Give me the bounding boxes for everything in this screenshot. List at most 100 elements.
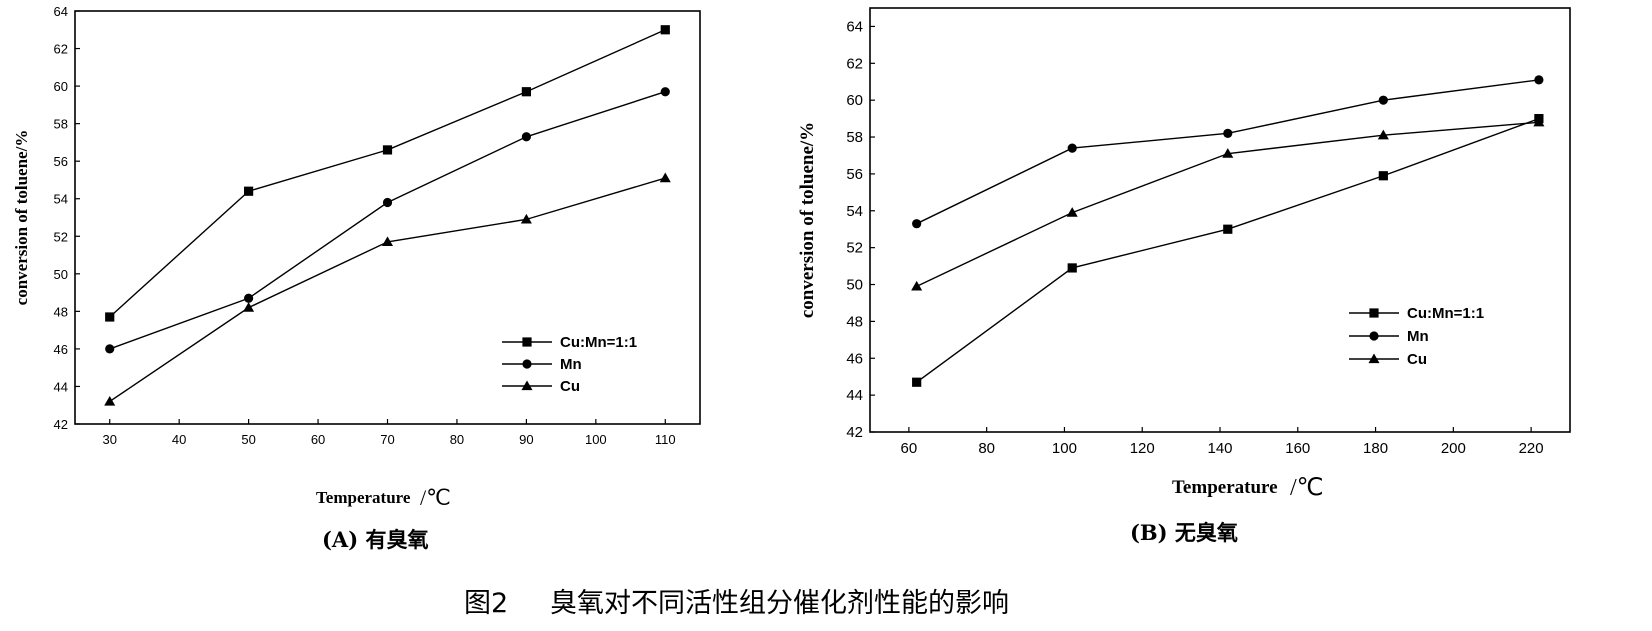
panel-a-x-tick-label: 70 <box>380 432 394 447</box>
panel-b-plot-frame <box>869 7 1571 433</box>
panel-a-y-tick-label: 56 <box>54 154 68 169</box>
figure-caption-text: 臭氧对不同活性组分催化剂性能的影响 <box>550 588 1009 619</box>
panel-a-series-line-square <box>109 29 666 318</box>
panel-b-x-tick-label: 180 <box>1363 440 1388 457</box>
panel-b-legend-label: Cu <box>1407 351 1427 368</box>
panel-a-y-tick-label: 46 <box>54 342 68 357</box>
panel-b-x-tick-label: 80 <box>978 440 995 457</box>
panel-b-series-line-square <box>916 117 1540 383</box>
panel-b-y-tick-label: 48 <box>846 313 863 330</box>
panel-b-y-tick-label: 44 <box>846 387 863 404</box>
panel-a-legend-marker <box>522 359 532 369</box>
panel-a-x-tick-label: 40 <box>172 432 186 447</box>
panel-a-point-circle <box>382 197 393 208</box>
panel-b-y-tick-label: 52 <box>846 240 863 257</box>
panel-a-series-line-circle <box>109 91 666 350</box>
panel-a-series-line-triangle <box>109 177 666 403</box>
panel-a-x-axis-label: Temperature <box>316 488 411 507</box>
panel-b-x-tick-label: 100 <box>1052 440 1077 457</box>
panel-a-x-tick-label: 110 <box>655 432 676 447</box>
panel-a-point-triangle <box>381 236 394 247</box>
panel-b-y-tick-label: 56 <box>846 166 863 183</box>
panel-a-point-circle <box>244 293 254 303</box>
panel-b-point-triangle <box>1533 116 1545 127</box>
panel-a-legend-label: Cu:Mn=1:1 <box>560 334 637 351</box>
panel-b-y-axis-label: conversion of toluene/% <box>797 122 818 318</box>
panel-a-y-tick-label: 54 <box>54 192 68 207</box>
panel-b-legend-label: Mn <box>1407 328 1429 345</box>
panel-b-point-square <box>1378 171 1388 181</box>
panel-a-x-tick-label: 80 <box>450 432 464 447</box>
panel-a-y-axis-label: conversion of toluene/% <box>12 130 31 306</box>
panel-a-point-circle <box>521 132 531 142</box>
panel-b-y-tick-label: 46 <box>846 350 863 367</box>
panel-a-point-square <box>382 145 393 155</box>
panel-a-y-tick-label: 50 <box>54 267 68 282</box>
panel-b-y-tick-label: 58 <box>846 129 863 146</box>
panel-b-label: (B) 无臭氧 <box>1130 520 1238 545</box>
panel-b-x-tick-label: 220 <box>1519 440 1544 457</box>
panel-b-legend-marker <box>1368 353 1380 364</box>
panel-b-point-triangle <box>1377 129 1389 140</box>
panel-a-point-square <box>105 312 115 322</box>
panel-a-legend-marker <box>521 380 533 391</box>
panel-b-y-tick-label: 42 <box>846 424 863 441</box>
panel-b-point-square <box>1223 224 1233 234</box>
panel-a-point-triangle <box>243 302 255 312</box>
panel-b-x-tick-label: 160 <box>1285 440 1310 457</box>
panel-b-y-tick-label: 54 <box>846 203 863 220</box>
panel-a-x-axis-unit: /℃ <box>420 485 451 510</box>
panel-b-point-triangle <box>1222 148 1234 158</box>
panel-b-x-tick-label: 120 <box>1130 440 1155 457</box>
panel-b-point-circle <box>1534 75 1544 85</box>
panel-a-x-tick-label: 100 <box>585 432 607 447</box>
panel-a-point-circle <box>105 344 115 354</box>
panel-b-x-axis-label: Temperature <box>1172 477 1278 498</box>
panel-a-point-triangle <box>659 172 671 183</box>
panel-b-series-line-triangle <box>916 121 1539 287</box>
panel-b-point-triangle <box>911 280 923 291</box>
panel-a-point-triangle <box>104 395 116 406</box>
panel-b-legend-label: Cu:Mn=1:1 <box>1407 305 1484 322</box>
panel-a-x-tick-label: 30 <box>102 432 116 447</box>
panel-a-legend-marker <box>522 337 532 347</box>
panel-b-y-tick-label: 60 <box>846 92 863 109</box>
panel-a-x-tick-label: 50 <box>241 432 255 447</box>
panel-b-x-axis-unit: /℃ <box>1290 475 1324 501</box>
panel-a-y-tick-label: 62 <box>54 42 68 57</box>
panel-b-point-triangle <box>1066 207 1078 217</box>
panel-b-y-tick-label: 62 <box>846 55 863 72</box>
panel-b-point-circle <box>1067 143 1077 153</box>
panel-b-x-tick-label: 200 <box>1441 440 1466 457</box>
panel-a-label: (A) 有臭氧 <box>322 527 428 552</box>
panel-a-y-tick-label: 58 <box>54 117 68 132</box>
figure-caption-number: 图2 <box>464 588 508 619</box>
panel-a-x-tick-label: 60 <box>311 432 325 447</box>
panel-b-point-circle <box>1378 95 1388 105</box>
panel-a-y-tick-label: 64 <box>54 4 68 19</box>
panel-a-y-tick-label: 48 <box>54 304 68 319</box>
panel-a-x-tick-label: 90 <box>519 432 533 447</box>
panel-b-point-circle <box>912 219 922 229</box>
panel-b-point-square <box>912 377 922 387</box>
panel-a-point-square <box>521 87 531 97</box>
panel-a-point-square <box>660 25 670 35</box>
panel-b-y-tick-label: 50 <box>846 277 863 294</box>
panel-a-point-circle <box>660 87 670 97</box>
panel-a-y-tick-label: 52 <box>54 229 68 244</box>
panel-b-legend-marker <box>1369 308 1379 318</box>
panel-b-x-tick-label: 140 <box>1207 440 1232 457</box>
panel-b-x-tick-label: 60 <box>901 440 918 457</box>
panel-a-y-tick-label: 60 <box>54 79 68 94</box>
panel-a-legend-label: Mn <box>560 356 582 373</box>
panel-a-y-tick-label: 42 <box>54 417 68 432</box>
panel-a-chart: 42 44 46 48 50 52 54 56 58 60 62 64 30 40 50 60 70 80 90 10… <box>12 4 701 510</box>
panel-b-point-circle <box>1223 128 1233 138</box>
panel-a-legend-label: Cu <box>560 378 580 395</box>
panel-b-y-tick-label: 64 <box>846 18 863 35</box>
panel-b-legend-marker <box>1369 331 1379 341</box>
panel-b-chart: 42 44 46 48 50 52 54 56 58 60 62 64 60 80 100 120 140 160… <box>797 7 1571 501</box>
panel-a-point-square <box>244 186 254 196</box>
panel-b-point-square <box>1067 263 1077 273</box>
